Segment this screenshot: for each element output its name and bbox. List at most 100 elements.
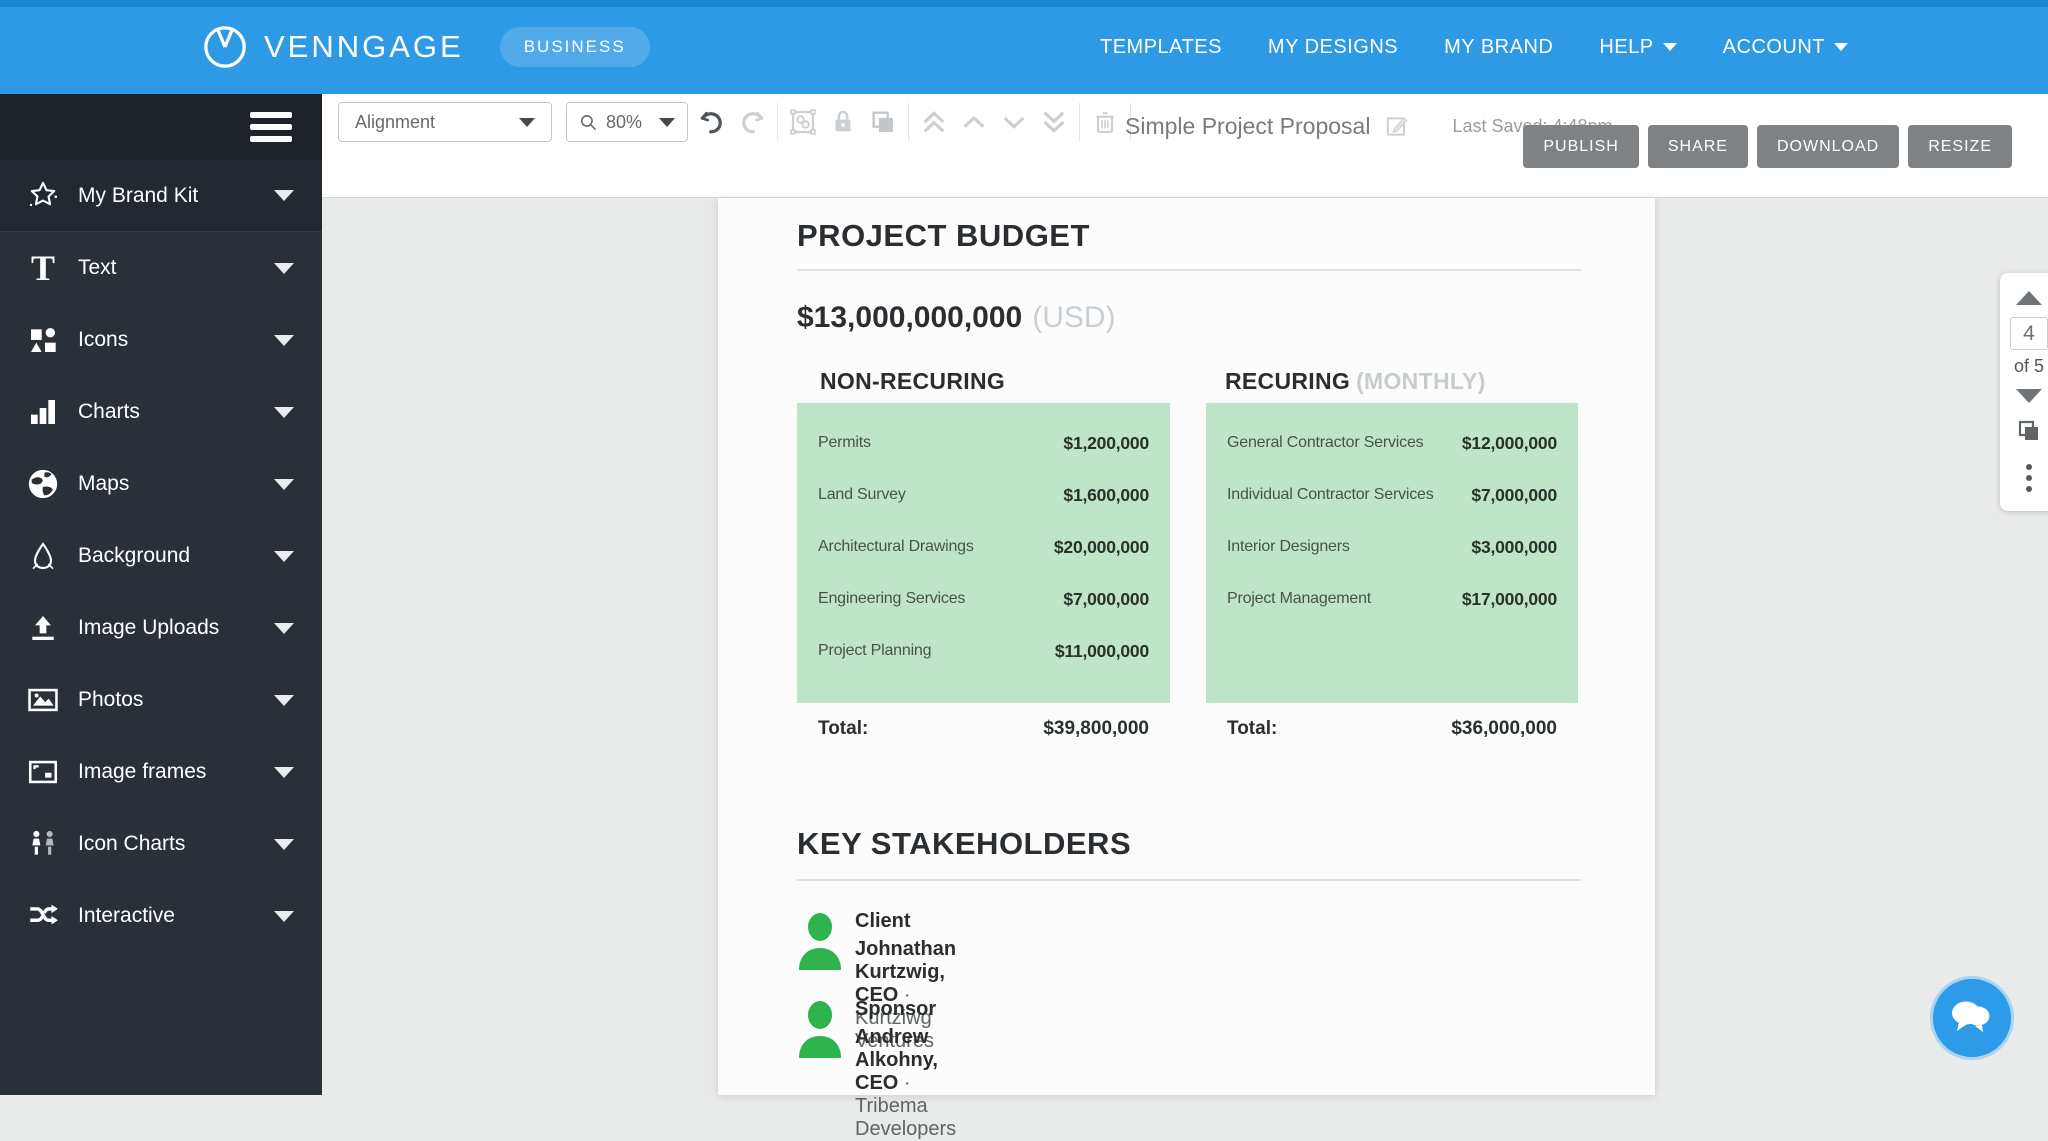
recurring-heading[interactable]: RECURING (MONTHLY)	[1225, 368, 1486, 394]
chevron-down-icon	[1834, 43, 1848, 51]
table-row: Interior Designers $3,000,000	[1227, 536, 1557, 557]
people-icon	[20, 828, 66, 860]
globe-icon	[20, 467, 66, 501]
sidebar-item-icons[interactable]: Icons	[0, 304, 322, 376]
chat-bubbles-icon	[1949, 998, 1995, 1038]
sidebar-header	[0, 94, 322, 160]
redo-button[interactable]	[732, 102, 772, 142]
stakeholders-section-title[interactable]: KEY STAKEHOLDERS	[797, 826, 1132, 861]
table-row: Permits $1,200,000	[818, 432, 1149, 453]
bring-to-front-button[interactable]	[914, 102, 954, 142]
send-to-back-button[interactable]	[1034, 102, 1074, 142]
sidebar-item-image-frames[interactable]: Image frames	[0, 736, 322, 808]
sidebar-item-photos[interactable]: Photos	[0, 664, 322, 736]
group-objects-button[interactable]	[783, 102, 823, 142]
page-number-input[interactable]	[2010, 317, 2048, 350]
alignment-dropdown[interactable]: Alignment	[338, 102, 552, 142]
design-page[interactable]: PROJECT BUDGET $13,000,000,000 (USD) NON-…	[718, 198, 1655, 1140]
frame-icon	[20, 755, 66, 789]
design-workspace: PROJECT BUDGET $13,000,000,000 (USD) NON-…	[322, 198, 2048, 1140]
table-row: Individual Contractor Services $7,000,000	[1227, 484, 1557, 505]
table-row: General Contractor Services $12,000,000	[1227, 432, 1557, 453]
chevron-down-icon	[274, 694, 294, 706]
top-nav: TEMPLATES MY DESIGNS MY BRAND HELP ACCOU…	[1100, 36, 1848, 59]
zoom-dropdown[interactable]: 80%	[566, 102, 688, 142]
app-header: VENNGAGE BUSINESS TEMPLATES MY DESIGNS M…	[0, 0, 2048, 94]
table-row: Project Planning $11,000,000	[818, 640, 1149, 661]
editor-toolbar: Alignment 80%	[322, 94, 2048, 198]
chevron-down-icon	[274, 910, 294, 922]
toolbar-divider	[908, 103, 909, 141]
undo-button[interactable]	[692, 102, 732, 142]
sidebar-item-charts[interactable]: Charts	[0, 376, 322, 448]
sidebar-item-interactive[interactable]: Interactive	[0, 880, 322, 952]
share-button[interactable]: SHARE	[1647, 125, 1748, 168]
shuffle-icon	[20, 899, 66, 933]
non-recurring-total[interactable]: Total: $39,800,000	[818, 718, 1149, 739]
duplicate-page-icon[interactable]	[2017, 419, 2041, 448]
edit-title-icon[interactable]	[1384, 113, 1410, 139]
delete-button[interactable]	[1085, 102, 1125, 142]
publish-button[interactable]: PUBLISH	[1523, 125, 1639, 168]
document-title[interactable]: Simple Project Proposal	[1125, 112, 1371, 139]
resize-button[interactable]: RESIZE	[1908, 125, 2012, 168]
venngage-logo-icon[interactable]	[202, 24, 248, 70]
chevron-down-icon	[274, 190, 294, 201]
chevron-down-icon	[274, 838, 294, 850]
toolbar-divider	[777, 103, 778, 141]
hamburger-menu-icon[interactable]	[250, 112, 292, 142]
text-icon: T	[30, 248, 55, 288]
nav-my-designs[interactable]: MY DESIGNS	[1267, 35, 1399, 58]
next-page-icon[interactable]	[2016, 389, 2042, 403]
table-row: Architectural Drawings $20,000,000	[818, 536, 1149, 557]
chevron-down-icon	[274, 550, 294, 562]
chevron-down-icon	[1662, 43, 1677, 51]
chevron-down-icon	[274, 406, 294, 418]
download-button[interactable]: DOWNLOAD	[1756, 125, 1900, 168]
budget-section-title[interactable]: PROJECT BUDGET	[797, 218, 1090, 253]
shapes-icon	[20, 324, 66, 356]
nav-my-brand[interactable]: MY BRAND	[1444, 35, 1554, 58]
sidebar-item-background[interactable]: Background	[0, 520, 322, 592]
more-options-icon[interactable]	[2026, 464, 2032, 492]
zoom-level: 80%	[606, 111, 643, 132]
chevron-down-icon	[274, 334, 294, 346]
sidebar-item-my-brand-kit[interactable]: My Brand Kit	[0, 160, 322, 232]
recurring-heading-note: (MONTHLY)	[1356, 368, 1486, 394]
chevron-down-icon	[274, 478, 294, 490]
sidebar-item-maps[interactable]: Maps	[0, 448, 322, 520]
previous-page-icon[interactable]	[2016, 291, 2042, 305]
page-count-label: of 5	[2013, 356, 2045, 376]
table-row: Project Management $17,000,000	[1227, 588, 1557, 609]
table-row: Engineering Services $7,000,000	[818, 588, 1149, 609]
lock-button[interactable]	[823, 102, 863, 142]
non-recurring-heading[interactable]: NON-RECURING	[820, 368, 1006, 394]
droplet-icon	[20, 540, 66, 572]
nav-templates[interactable]: TEMPLATES	[1099, 35, 1222, 58]
star-icon	[20, 178, 66, 214]
stakeholder-role: Sponsor	[855, 998, 937, 1020]
brand-name[interactable]: VENNGAGE	[264, 29, 464, 64]
chevron-down-icon	[519, 117, 535, 127]
chevron-down-icon	[659, 117, 675, 127]
section-divider	[797, 269, 1581, 271]
duplicate-button[interactable]	[863, 102, 903, 142]
table-row: Land Survey $1,600,000	[818, 484, 1149, 505]
bring-forward-button[interactable]	[954, 102, 994, 142]
nav-help[interactable]: HELP	[1599, 36, 1677, 59]
sidebar-item-image-uploads[interactable]: Image Uploads	[0, 592, 322, 664]
toolbar-divider	[1079, 103, 1080, 141]
recurring-table[interactable]: General Contractor Services $12,000,000 I…	[1206, 403, 1578, 703]
toolbar-divider	[1130, 103, 1131, 141]
non-recurring-table[interactable]: Permits $1,200,000 Land Survey $1,600,000 …	[797, 403, 1170, 703]
stakeholder-name: Andrew Alkohny, CEO	[855, 1026, 938, 1094]
send-backward-button[interactable]	[994, 102, 1034, 142]
budget-amount[interactable]: $13,000,000,000 (USD)	[797, 301, 1116, 334]
nav-account[interactable]: ACCOUNT	[1723, 36, 1848, 59]
person-icon	[797, 1000, 843, 1063]
sidebar-item-icon-charts[interactable]: Icon Charts	[0, 808, 322, 880]
budget-currency: (USD)	[1032, 301, 1116, 334]
chat-support-button[interactable]	[1930, 976, 2014, 1060]
recurring-total[interactable]: Total: $36,000,000	[1227, 718, 1557, 739]
sidebar-item-text[interactable]: T Text	[0, 232, 322, 304]
